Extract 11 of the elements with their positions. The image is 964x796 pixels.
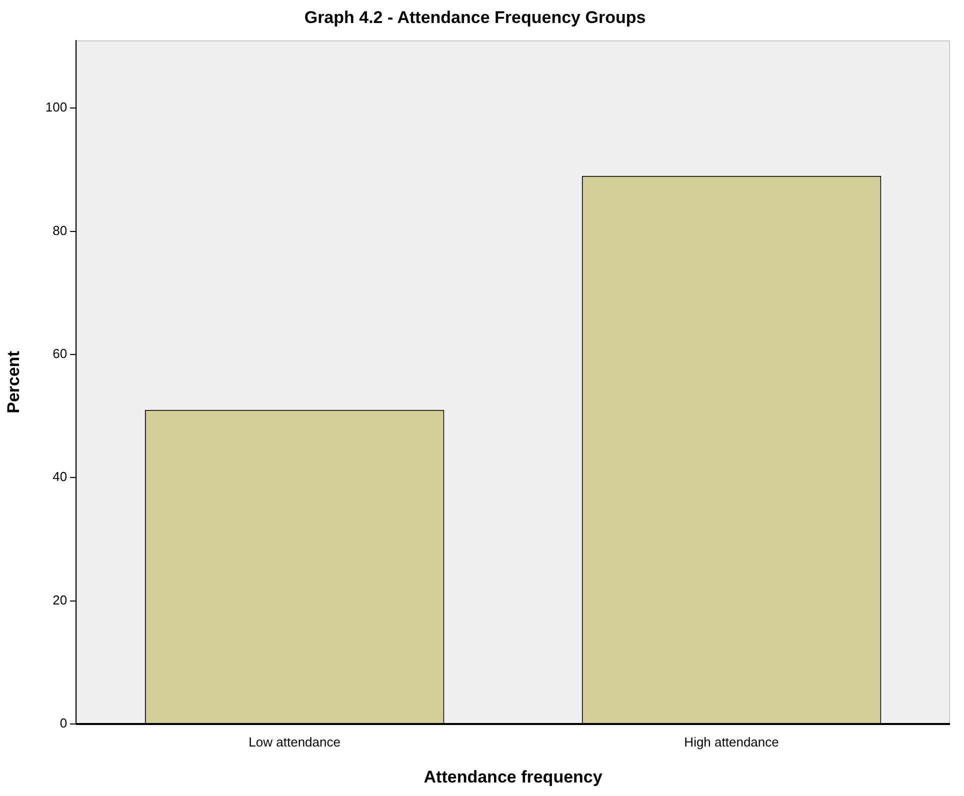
y-tick-label: 60 (52, 346, 68, 362)
y-tick-label: 100 (45, 100, 68, 115)
y-tick-label: 20 (52, 592, 68, 608)
y-tick-label: 0 (60, 716, 68, 731)
x-tick-label: High attendance (684, 734, 779, 750)
y-axis-title: Percent (4, 350, 23, 414)
x-tick-label: Low attendance (248, 734, 340, 750)
y-tick-label: 80 (52, 222, 68, 238)
x-axis-title: Attendance frequency (424, 767, 603, 786)
chart-title: Graph 4.2 - Attendance Frequency Groups (304, 8, 646, 27)
y-tick-label: 40 (52, 469, 68, 484)
